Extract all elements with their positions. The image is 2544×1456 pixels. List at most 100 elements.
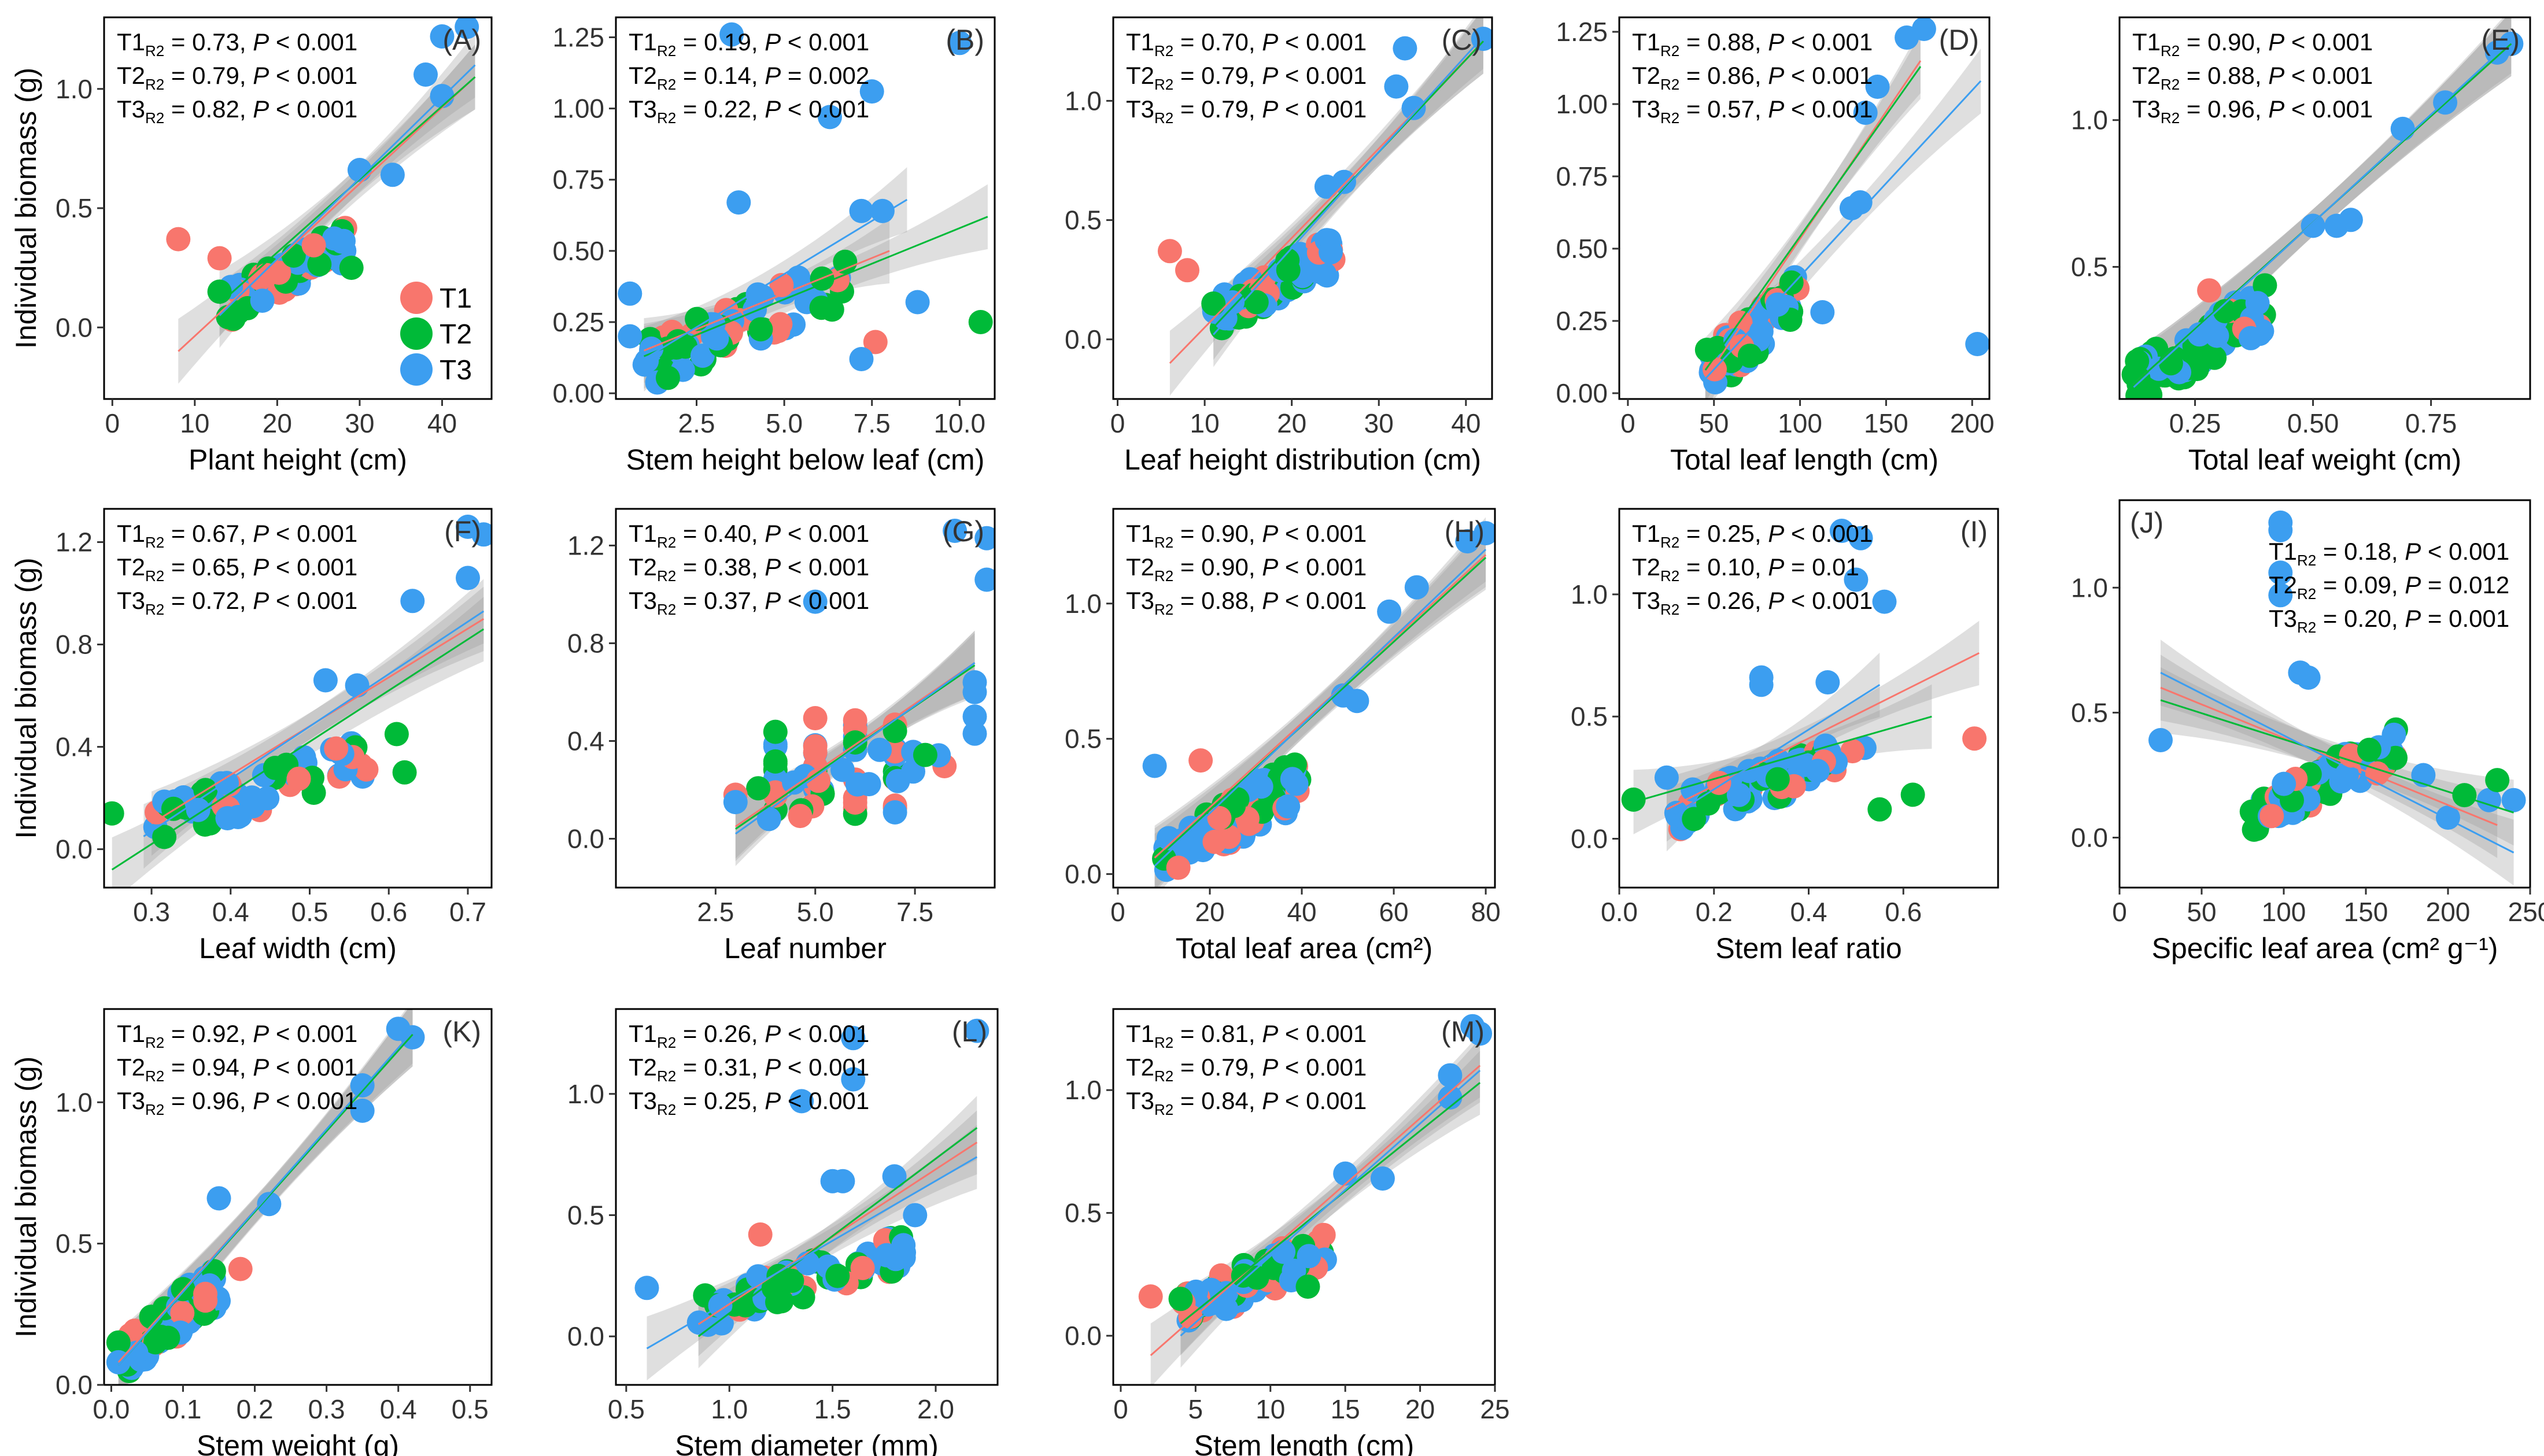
point-t3 (226, 805, 250, 829)
point-t2 (763, 749, 788, 774)
stats-line-t3: T3R2 = 0.22, P < 0.001 (629, 95, 869, 127)
fit-line-t3 (643, 198, 908, 360)
point-t2 (833, 249, 858, 274)
y-tick-label: 0.25 (1556, 306, 1608, 336)
point-t3 (380, 162, 405, 187)
legend-label-t2: T2 (440, 319, 472, 350)
fit-line-t3 (1666, 683, 1881, 820)
point-t3 (345, 673, 370, 698)
x-tick-label: 0.7 (449, 897, 486, 927)
x-axis-title-B: Stem height below leaf (cm) (626, 444, 985, 476)
point-t3 (704, 326, 729, 351)
point-t3 (2268, 583, 2293, 608)
x-tick-label: 10 (180, 408, 209, 438)
y-tick-label: 0.5 (2071, 252, 2108, 282)
x-axis-title-K: Stem weight (g) (197, 1429, 399, 1456)
fit-line-t3 (143, 610, 485, 837)
y-tick-label: 0.0 (1571, 823, 1608, 853)
panel-J: 0 50 100 150 200 250 0.0 0.5 1.0 Specific leaf ar… (2071, 499, 2544, 964)
y-tick-label: 0.0 (1065, 859, 1102, 889)
stats-line-t2: T2R2 = 0.88, P < 0.001 (2132, 62, 2373, 93)
point-t2 (2213, 299, 2237, 324)
point-t2 (1245, 1265, 1269, 1290)
point-t1 (1175, 258, 1199, 283)
stats-line-t1: T1R2 = 0.90, P < 0.001 (2132, 28, 2373, 60)
point-t3 (1749, 672, 1774, 697)
point-t3 (943, 519, 968, 543)
stats-line-t3: T3R2 = 0.20, P = 0.001 (2269, 605, 2509, 636)
panel-frame-J (2118, 499, 2531, 889)
point-t2 (1867, 797, 1892, 822)
point-t2 (104, 801, 124, 826)
y-axis-title-row-3: Individual biomass (g) (10, 1056, 42, 1337)
point-t3 (2390, 116, 2415, 141)
point-t2 (2242, 817, 2266, 842)
x-tick-label: 0.4 (380, 1394, 417, 1424)
x-tick-label: 0.5 (452, 1394, 489, 1424)
y-tick-label: 0.8 (567, 628, 604, 658)
point-t2 (2485, 768, 2510, 793)
y-tick-label: 1.0 (56, 1087, 93, 1117)
x-tick-label: 2.0 (917, 1394, 954, 1424)
x-tick-label: 1.5 (814, 1394, 851, 1424)
x-tick-label: 30 (345, 408, 374, 438)
point-t3 (1765, 292, 1790, 317)
x-tick-label: 15 (1331, 1394, 1360, 1424)
point-t3 (2238, 326, 2263, 350)
point-t3 (1142, 753, 1167, 778)
fit-line-t3 (2160, 671, 2515, 853)
fit-line-t3 (1180, 1070, 1481, 1337)
point-t2 (392, 760, 417, 785)
x-tick-label: 150 (2344, 897, 2388, 927)
stats-line-t3: T3R2 = 0.96, P < 0.001 (2132, 95, 2373, 127)
panel-frame-L (615, 1008, 999, 1386)
point-t3 (803, 589, 828, 614)
x-axis-title-I: Stem leaf ratio (1715, 932, 1901, 964)
point-t3 (1468, 1021, 1493, 1046)
panel-label-I: (I) (1960, 515, 1988, 548)
x-axis-title-F: Leaf width (cm) (199, 932, 397, 964)
x-tick-label: 20 (263, 408, 292, 438)
point-t1 (324, 736, 349, 761)
point-t1 (301, 233, 326, 258)
point-t1 (170, 1300, 195, 1325)
x-tick-label: 0.2 (237, 1394, 274, 1424)
x-tick-label: 10 (1256, 1394, 1285, 1424)
point-t3 (818, 105, 842, 130)
x-axis-title-G: Leaf number (724, 932, 887, 964)
point-t1 (207, 246, 232, 271)
stats-line-t1: T1R2 = 0.26, P < 0.001 (629, 1020, 869, 1051)
x-tick-label: 0.1 (165, 1394, 202, 1424)
point-t3 (883, 1247, 908, 1272)
plot-area-H (1142, 517, 1495, 888)
point-t2 (763, 719, 788, 744)
point-t2 (384, 722, 409, 747)
point-t3 (1297, 1244, 1321, 1269)
x-tick-label: 100 (2262, 897, 2306, 927)
point-t3 (974, 567, 995, 592)
point-t3 (1872, 589, 1897, 614)
point-t3 (1332, 169, 1356, 194)
point-t1 (228, 1257, 253, 1281)
y-tick-label: 0.4 (567, 726, 604, 756)
panel-B: 2.5 5.0 7.5 10.0 0.00 0.25 0.50 0.75 1.00 1.25 Ste… (552, 16, 996, 476)
point-t2 (655, 365, 680, 390)
panel-frame-D (1618, 16, 1991, 400)
stats-line-t1: T1R2 = 0.18, P < 0.001 (2269, 538, 2509, 569)
point-t2 (685, 306, 710, 331)
fit-line-t3 (1704, 80, 1982, 380)
panel-label-H: (H) (1445, 515, 1485, 548)
fit-line-t3 (734, 662, 976, 835)
x-tick-label: 100 (1778, 408, 1822, 438)
point-t3 (1393, 36, 1417, 61)
point-t3 (1455, 529, 1480, 554)
y-tick-label: 0.8 (56, 630, 93, 660)
panel-L: 0.5 1.0 1.5 2.0 0.0 0.5 1.0 Stem diameter (mm) (… (567, 1008, 999, 1456)
panel-label-A: (A) (442, 24, 481, 56)
point-t1 (748, 1222, 773, 1247)
x-tick-label: 200 (1950, 408, 1995, 438)
point-t3 (2335, 762, 2359, 787)
fit-line-t1 (734, 662, 976, 827)
panel-frame-K (103, 1008, 493, 1386)
x-tick-label: 2.5 (697, 897, 734, 927)
